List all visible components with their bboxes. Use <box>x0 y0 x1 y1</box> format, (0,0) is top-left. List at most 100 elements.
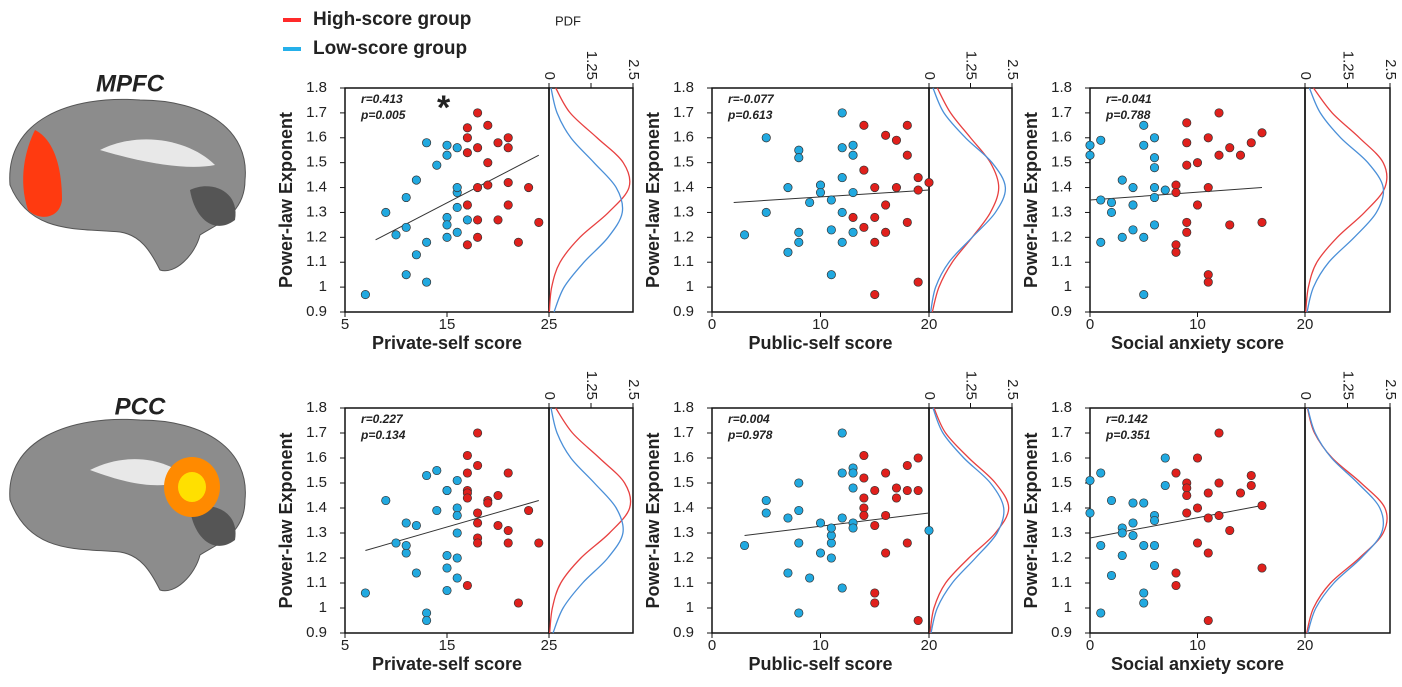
y-tick-label: 1.1 <box>1051 574 1072 591</box>
y-axis-label: Power-law Exponent <box>276 432 296 608</box>
y-tick-label: 1.2 <box>673 228 694 245</box>
data-point <box>1149 163 1160 173</box>
data-point <box>1203 488 1213 498</box>
r-annotation: r=0.142 <box>1106 412 1148 426</box>
legend-label: High-score group <box>313 9 471 30</box>
data-point <box>1203 277 1213 287</box>
data-point <box>1128 200 1138 210</box>
data-point <box>805 197 815 208</box>
data-point <box>411 250 421 260</box>
data-point <box>1149 515 1160 526</box>
y-tick-label: 1.4 <box>1051 179 1072 196</box>
data-point <box>1139 540 1149 551</box>
data-point <box>1128 498 1138 508</box>
data-point <box>913 185 923 195</box>
data-point <box>837 207 847 217</box>
data-point <box>1149 192 1160 203</box>
data-point <box>1203 133 1213 143</box>
data-point <box>442 550 452 561</box>
data-point <box>859 450 869 461</box>
data-point <box>493 215 503 225</box>
data-point <box>1171 568 1181 578</box>
data-point <box>503 143 513 153</box>
data-point <box>1246 480 1256 491</box>
data-point <box>902 150 912 160</box>
data-point <box>1149 133 1160 143</box>
data-point <box>513 598 523 608</box>
data-point <box>1214 428 1224 438</box>
data-point <box>1214 478 1224 488</box>
data-point <box>493 138 503 148</box>
x-tick-label: 25 <box>541 316 558 333</box>
brain-pcc <box>9 418 246 592</box>
x-axis-label: Private-self score <box>372 654 522 674</box>
data-point <box>442 140 452 150</box>
data-point <box>442 232 452 242</box>
data-point <box>462 493 472 503</box>
data-point <box>881 130 891 140</box>
pdf-tick-label: 1.25 <box>963 51 980 80</box>
x-tick-label: 20 <box>921 316 938 333</box>
data-point <box>401 222 411 232</box>
data-point <box>1246 470 1256 481</box>
data-point <box>473 183 483 193</box>
data-point <box>837 513 847 523</box>
data-point <box>462 215 472 225</box>
pdf-tick-label: 1.25 <box>1340 371 1357 400</box>
data-point <box>422 470 432 481</box>
data-point <box>442 485 452 496</box>
y-tick-label: 1.6 <box>306 129 327 146</box>
pdf-curve <box>550 87 624 313</box>
y-tick-label: 0.9 <box>1051 303 1072 320</box>
data-point <box>794 237 804 247</box>
y-tick-label: 1.1 <box>306 574 327 591</box>
data-point <box>391 538 401 548</box>
data-point <box>462 123 472 133</box>
data-point <box>1203 513 1213 523</box>
significance-mark: * <box>437 89 451 127</box>
data-point <box>913 173 923 183</box>
data-point <box>1257 500 1267 511</box>
data-point <box>826 195 836 205</box>
data-point <box>503 178 513 188</box>
data-point <box>891 135 901 145</box>
data-point <box>739 230 750 240</box>
y-tick-label: 1 <box>319 278 327 295</box>
x-tick-label: 0 <box>1086 316 1094 333</box>
region-label: MPFC <box>96 70 165 97</box>
data-point <box>462 580 472 591</box>
data-point <box>815 548 826 558</box>
y-tick-label: 0.9 <box>306 624 327 641</box>
data-point <box>837 173 847 183</box>
pdf-tick-label: 0 <box>921 392 938 400</box>
data-point <box>783 513 793 523</box>
data-point <box>422 237 432 247</box>
data-point <box>1139 498 1149 508</box>
data-point <box>1149 153 1160 163</box>
data-point <box>534 538 544 548</box>
pdf-tick-label: 2.5 <box>1004 59 1021 80</box>
y-tick-label: 1.8 <box>673 79 694 96</box>
y-tick-label: 1.4 <box>673 179 694 196</box>
data-point <box>422 615 432 626</box>
y-tick-label: 1.5 <box>306 154 327 171</box>
data-point <box>913 615 923 626</box>
data-point <box>1139 140 1149 150</box>
data-point <box>462 450 472 461</box>
data-point <box>473 508 483 518</box>
y-tick-label: 1.6 <box>673 449 694 466</box>
x-axis-label: Private-self score <box>372 333 522 353</box>
y-tick-label: 1.5 <box>1051 474 1072 491</box>
data-point <box>1182 490 1192 501</box>
data-point <box>1106 207 1117 217</box>
y-tick-label: 1.7 <box>673 104 694 121</box>
x-axis-label: Social anxiety score <box>1111 333 1284 353</box>
data-point <box>837 468 847 478</box>
data-point <box>881 200 891 210</box>
data-point <box>870 485 880 496</box>
p-annotation: p=0.978 <box>727 428 773 442</box>
x-axis-label: Public-self score <box>748 654 892 674</box>
data-point <box>1214 150 1224 160</box>
pdf-tick-label: 1.25 <box>583 51 600 80</box>
